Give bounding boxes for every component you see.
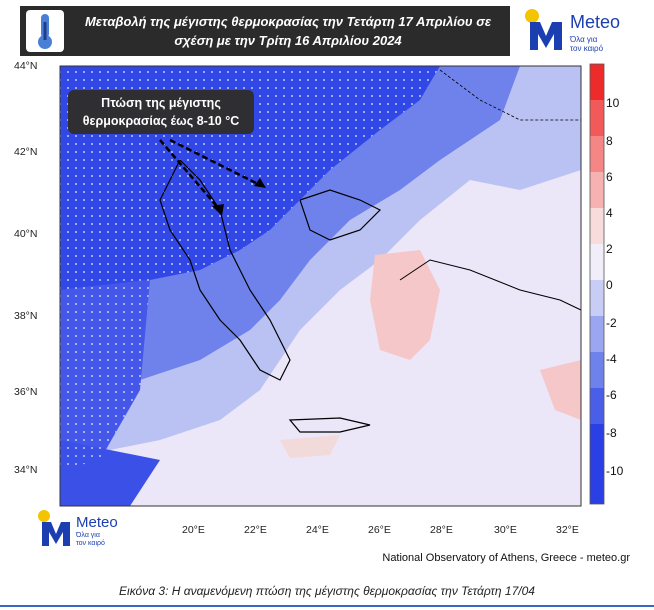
callout-arrowhead-2	[254, 178, 266, 188]
callout-box: Πτώση της μέγιστης θερμοκρασίας έως 8-10…	[68, 90, 254, 134]
lon-label-32: 32°E	[556, 524, 579, 536]
lon-label-26: 26°E	[368, 524, 391, 536]
source-credit: National Observatory of Athens, Greece -…	[382, 552, 630, 564]
warm-zone-crete	[280, 435, 340, 458]
colorbar-frame	[589, 63, 605, 505]
brand-name-bottom: Meteo	[76, 514, 118, 531]
colorbar-label-neg2: -2	[606, 316, 617, 330]
map-frame	[59, 65, 582, 507]
callout-arrow-1	[159, 139, 221, 211]
header-banner: Μεταβολή της μέγιστης θερμοκρασίας την Τ…	[20, 6, 510, 56]
map-canvas	[59, 63, 605, 507]
lat-label-34: 34°N	[14, 464, 38, 476]
colorbar-label-6: 6	[606, 170, 613, 184]
lon-label-20: 20°E	[182, 524, 205, 536]
brand-tagline-2: τον καιρό	[570, 44, 604, 53]
brand-name: Meteo	[570, 12, 621, 32]
coastline-north-aegean	[299, 189, 382, 241]
brand-tagline-1: Όλα για	[570, 35, 598, 44]
temperature-map: 44°N 42°N 40°N 38°N 36°N 34°N 20°E 22°E …	[0, 60, 654, 536]
thermometer-icon	[26, 10, 64, 52]
lat-label-40: 40°N	[14, 228, 38, 240]
warm-zone-cyprus	[540, 360, 581, 420]
lon-label-28: 28°E	[430, 524, 453, 536]
brand-tagline-bottom-1: Όλα για	[76, 532, 100, 539]
value-dots-west	[60, 280, 150, 470]
colorbar-label-0: 0	[606, 278, 613, 292]
colorbar-label-neg8: -8	[606, 426, 617, 440]
colorbar-label-8: 8	[606, 134, 613, 148]
lon-label-30: 30°E	[494, 524, 517, 536]
coastline-crete	[288, 417, 371, 433]
callout-arrow-2	[169, 138, 261, 187]
lat-label-38: 38°N	[14, 310, 38, 322]
colorbar-label-neg10: -10	[606, 464, 624, 478]
header-title: Μεταβολή της μέγιστης θερμοκρασίας την Τ…	[70, 12, 506, 50]
meteo-logo-bottom: Meteo Όλα για τον καιρό	[36, 510, 146, 550]
bottom-divider	[0, 605, 654, 607]
brand-tagline-bottom-2: τον καιρό	[76, 540, 105, 547]
lat-label-44: 44°N	[14, 60, 38, 72]
coastline-turkey	[399, 259, 582, 311]
header-title-line1: Μεταβολή της μέγιστης θερμοκρασίας την Τ…	[84, 14, 492, 29]
colorbar-label-2: 2	[606, 242, 613, 256]
lon-label-24: 24°E	[306, 524, 329, 536]
lat-label-36: 36°N	[14, 386, 38, 398]
meteo-logo-top: Meteo Όλα για τον καιρό	[524, 8, 644, 56]
warm-zone-aegean	[370, 250, 440, 360]
border-line	[439, 69, 581, 121]
lon-label-22: 22°E	[244, 524, 267, 536]
figure-caption: Εικόνα 3: Η αναμενόμενη πτώση της μέγιστ…	[119, 584, 535, 598]
colorbar-label-10: 10	[606, 96, 620, 110]
callout-line2: θερμοκρασίας έως 8-10 °C	[82, 114, 240, 128]
lat-label-42: 42°N	[14, 146, 38, 158]
callout-arrowhead-1	[212, 204, 224, 216]
colorbar-label-neg6: -6	[606, 388, 617, 402]
coastline-greece	[159, 158, 291, 381]
callout-line1: Πτώση της μέγιστης	[101, 96, 221, 110]
colorbar-label-4: 4	[606, 206, 613, 220]
header-title-line2: σχέση με την Τρίτη 16 Απριλίου 2024	[174, 33, 402, 48]
colorbar-label-neg4: -4	[606, 352, 617, 366]
